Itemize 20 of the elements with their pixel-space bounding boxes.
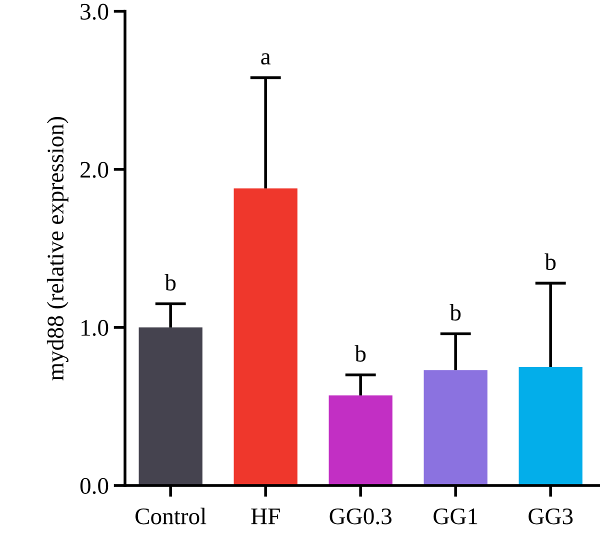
x-tick-label: GG0.3 bbox=[330, 508, 392, 524]
bar bbox=[518, 366, 582, 486]
y-tick-label: 0.0 bbox=[80, 478, 108, 494]
y-axis-title: myd88 (relative expression) bbox=[46, 116, 68, 380]
annotation: a bbox=[261, 53, 271, 65]
x-tick-label: HF bbox=[251, 508, 280, 524]
bar bbox=[138, 327, 202, 486]
bar bbox=[234, 188, 298, 486]
bar bbox=[424, 370, 488, 486]
annotation: b bbox=[544, 253, 556, 270]
x-tick-label: GG1 bbox=[434, 508, 478, 524]
annotation: b bbox=[164, 274, 176, 291]
y-tick-label: 3.0 bbox=[80, 4, 108, 20]
y-tick-label: 2.0 bbox=[80, 162, 108, 178]
x-tick-label: GG3 bbox=[528, 508, 573, 524]
annotation: b bbox=[450, 304, 461, 321]
x-tick-label: Control bbox=[135, 508, 206, 524]
annotation: b bbox=[354, 345, 366, 362]
bar bbox=[328, 395, 392, 486]
y-tick-label: 1.0 bbox=[82, 320, 108, 336]
